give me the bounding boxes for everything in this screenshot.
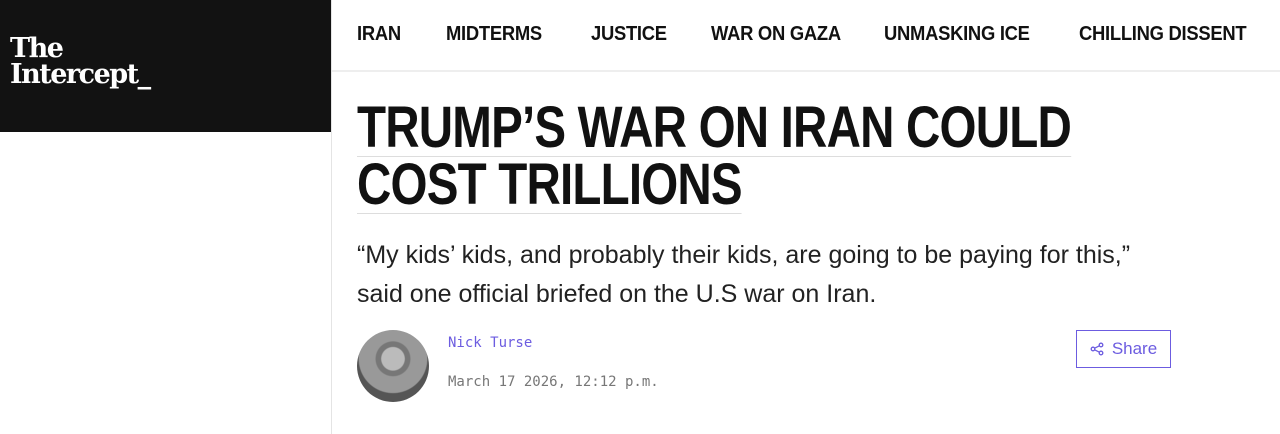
- main-nav: IRAN MIDTERMS JUSTICE WAR ON GAZA UNMASK…: [332, 0, 1280, 72]
- nav-war-on-gaza[interactable]: WAR ON GAZA: [711, 23, 841, 45]
- publish-date: March 17 2026, 12:12 p.m.: [448, 374, 659, 390]
- nav-iran[interactable]: IRAN: [357, 23, 401, 45]
- divider: [331, 0, 332, 434]
- share-label: Share: [1111, 339, 1158, 358]
- nav-chilling-dissent[interactable]: CHILLING DISSENT: [1079, 23, 1247, 45]
- logo-text: The Intercept_: [10, 33, 151, 90]
- site-logo[interactable]: The Intercept_: [0, 0, 331, 132]
- nav-midterms[interactable]: MIDTERMS: [446, 23, 542, 45]
- article-deck: “My kids’ kids, and probably their kids,…: [357, 241, 1131, 308]
- article-headline: TRUMP’S WAR ON IRAN COULD COST TRILLIONS: [357, 95, 1072, 217]
- share-button[interactable]: Share: [1076, 330, 1171, 368]
- nav-justice[interactable]: JUSTICE: [591, 23, 667, 45]
- author-avatar[interactable]: [357, 330, 429, 402]
- author-link[interactable]: Nick Turse: [448, 335, 533, 351]
- nav-unmasking-ice[interactable]: UNMASKING ICE: [884, 23, 1030, 45]
- share-icon: [1090, 342, 1104, 356]
